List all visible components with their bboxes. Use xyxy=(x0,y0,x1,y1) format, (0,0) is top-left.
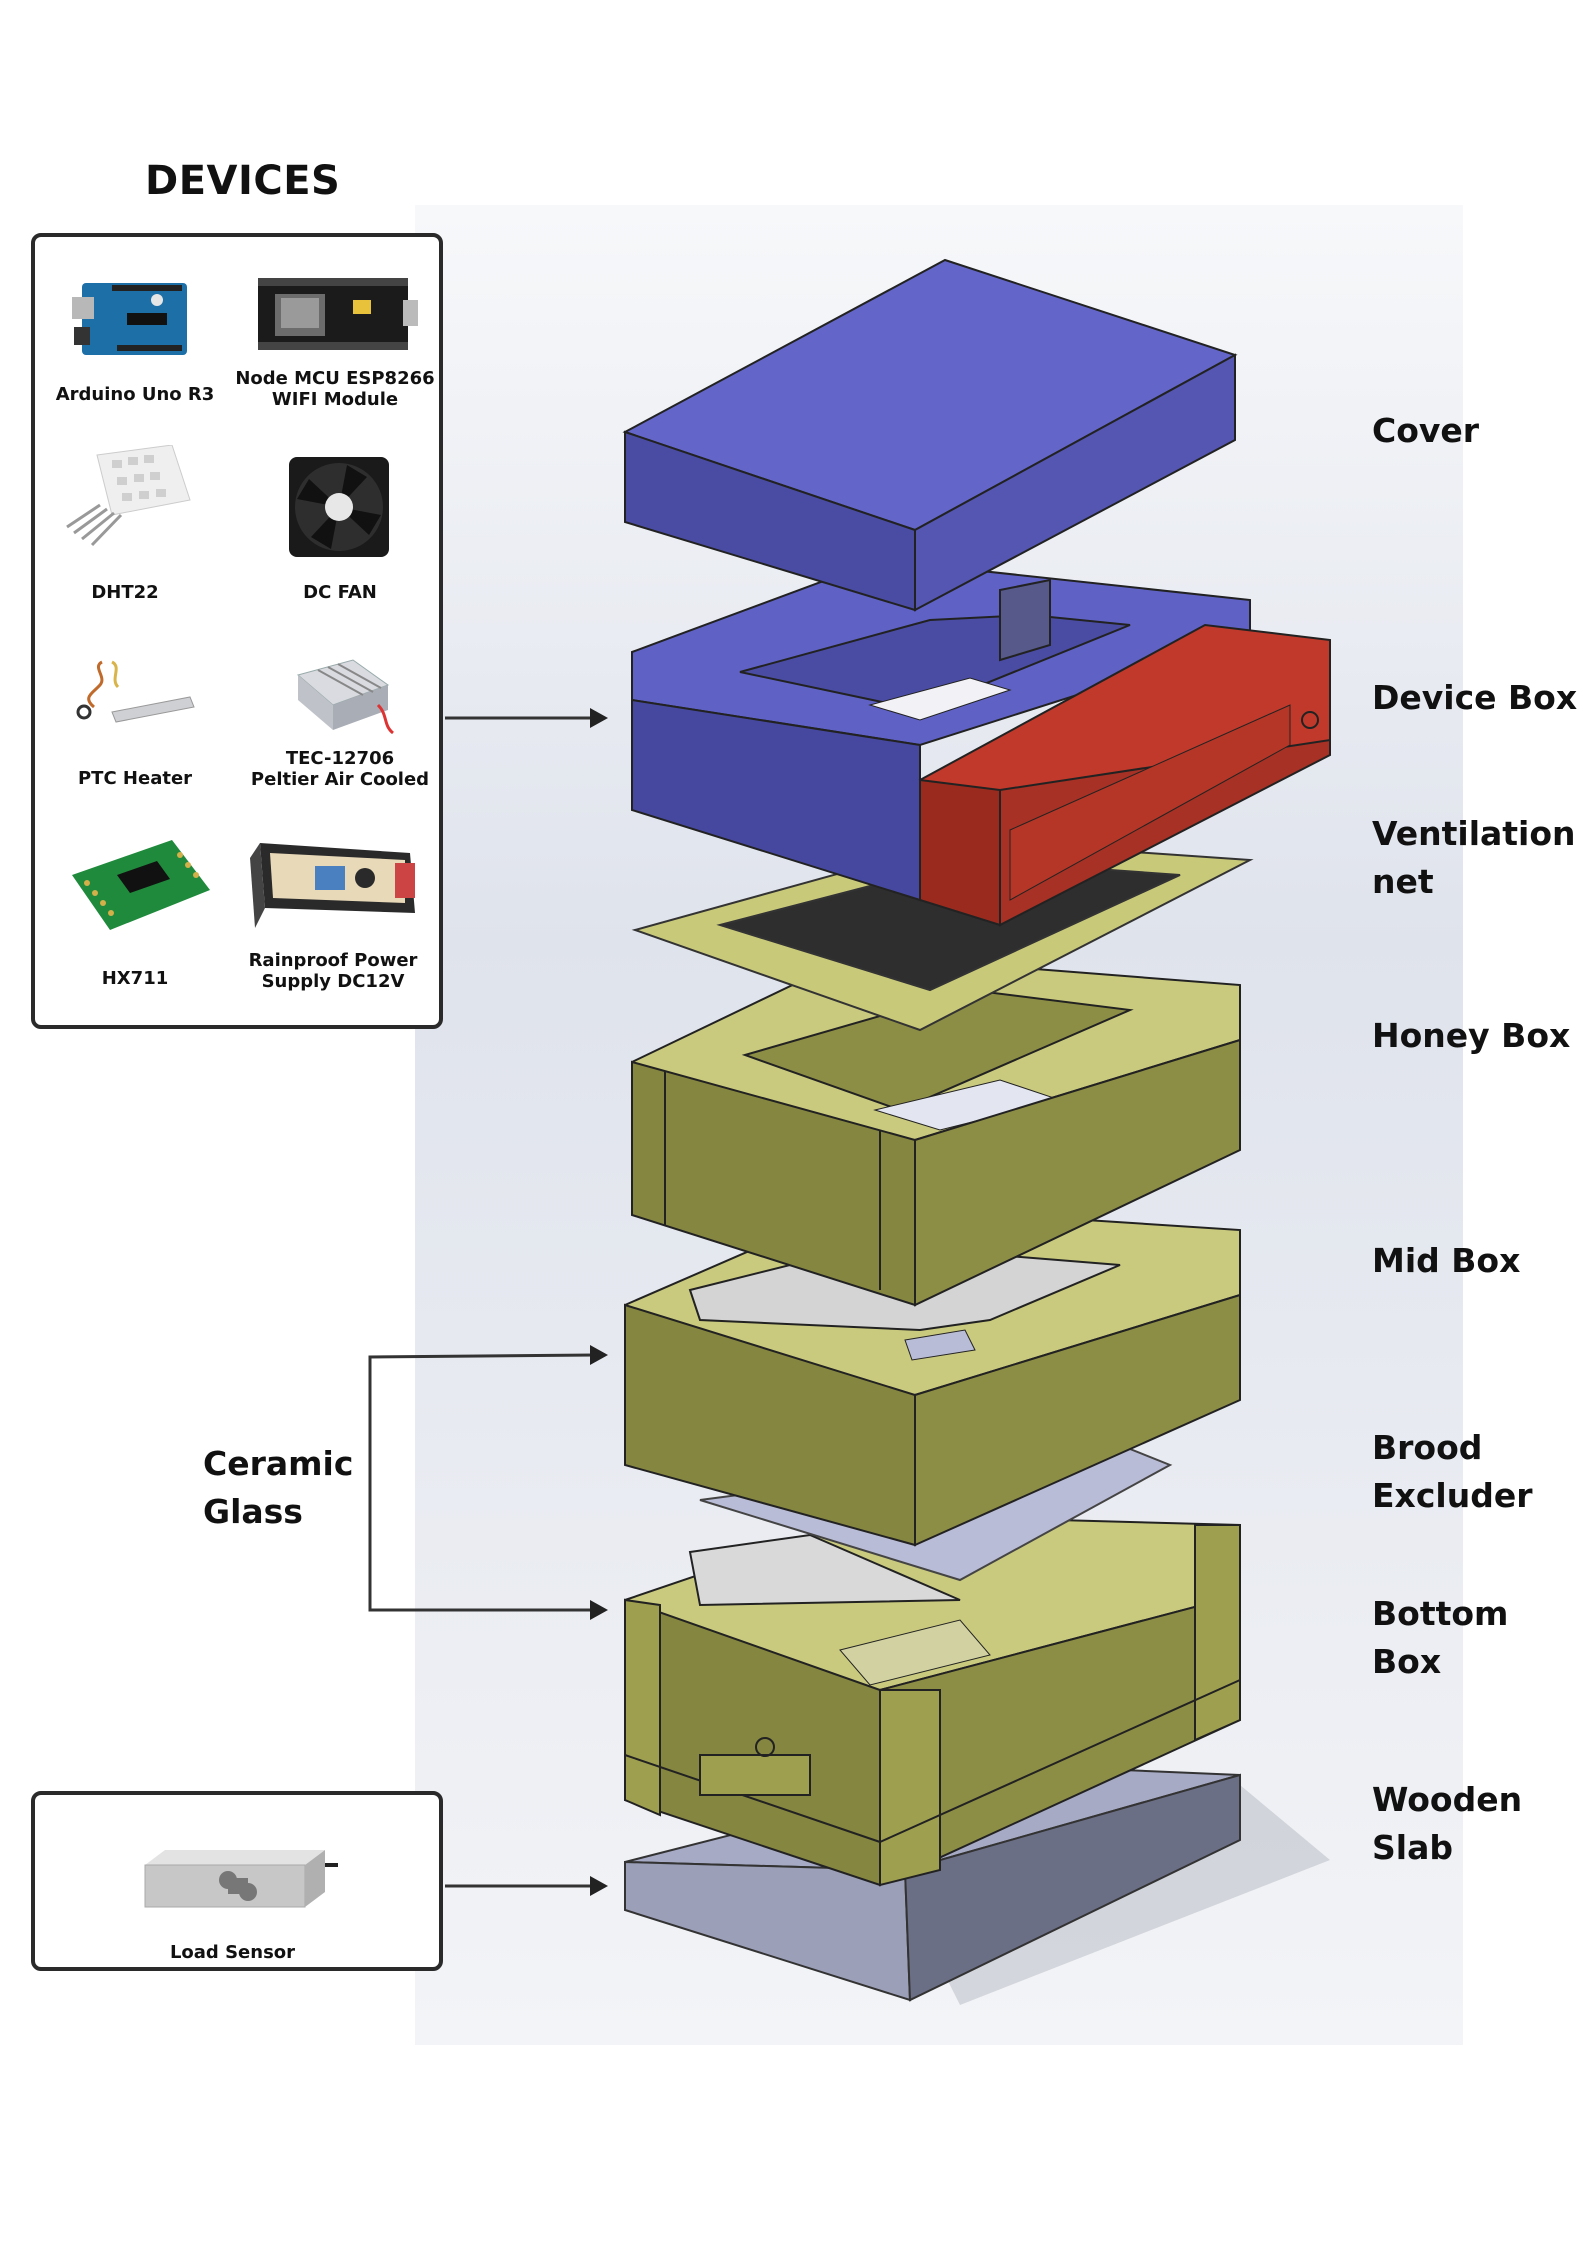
arrow-heads xyxy=(590,708,608,1896)
layer-label-ventilation-net: Ventilation net xyxy=(1372,814,1576,901)
load-cell-icon xyxy=(144,1850,338,1908)
device-label-ptc-heater: PTC Heater xyxy=(77,768,193,789)
device-box xyxy=(631,558,1331,927)
dc-fan-icon xyxy=(289,457,389,557)
arduino-board-icon xyxy=(72,283,187,355)
cover xyxy=(622,258,1238,612)
devices-title: DEVICES xyxy=(145,158,341,204)
device-label-dht22: DHT22 xyxy=(91,582,159,603)
ceramic-glass-label: Ceramic Glass xyxy=(203,1444,354,1531)
layer-label-mid-box: Mid Box xyxy=(1372,1241,1521,1280)
device-label-power-supply: Rainproof Power Supply DC12V xyxy=(248,950,418,992)
load-sensor-label: Load Sensor xyxy=(169,1942,296,1963)
dht22-sensor-icon xyxy=(66,445,191,547)
layer-label-bottom-box: Bottom Box xyxy=(1372,1594,1509,1681)
honey-box xyxy=(631,953,1241,1307)
layer-label-honey-box: Honey Box xyxy=(1372,1016,1571,1055)
power-supply-icon xyxy=(250,843,415,928)
ptc-heater-icon xyxy=(76,660,195,723)
layer-label-wooden-slab: Wooden Slab xyxy=(1372,1780,1523,1867)
layer-label-device-box: Device Box xyxy=(1372,678,1578,717)
device-label-arduino: Arduino Uno R3 xyxy=(55,384,215,405)
bottom-box xyxy=(624,1513,1241,1887)
layer-label-brood-excluder: Brood Excluder xyxy=(1372,1428,1533,1515)
esp8266-module-icon xyxy=(258,278,418,350)
device-label-peltier: TEC-12706 Peltier Air Cooled xyxy=(250,748,430,790)
peltier-cooler-icon xyxy=(296,659,395,735)
arrows xyxy=(368,716,596,1888)
layer-label-cover: Cover xyxy=(1372,411,1480,450)
hx711-board-icon xyxy=(72,840,210,930)
device-label-dc-fan: DC FAN xyxy=(303,582,377,603)
device-label-hx711: HX711 xyxy=(101,968,169,989)
device-label-esp8266: Node MCU ESP8266 WIFI Module xyxy=(235,368,435,410)
